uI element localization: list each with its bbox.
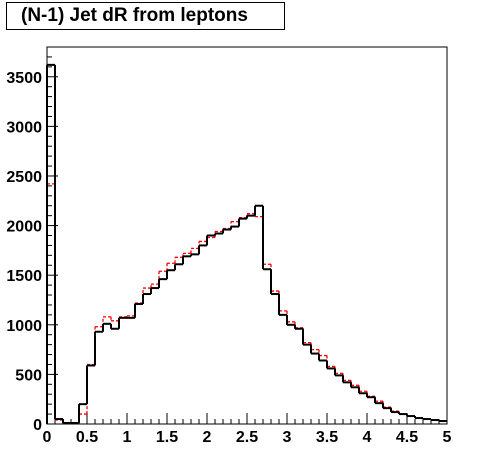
x-tick-label: 0: [43, 429, 52, 446]
y-tick-label: 1500: [6, 268, 42, 285]
x-axis-ticks: [46, 413, 448, 424]
x-tick-label: 3.5: [316, 429, 338, 446]
x-tick-label: 4: [363, 429, 372, 446]
chart-title: (N-1) Jet dR from leptons: [21, 5, 248, 26]
plot-frame: [46, 46, 448, 425]
x-tick-label: 5: [443, 429, 452, 446]
y-tick-label: 0: [33, 417, 42, 434]
y-axis-tick-labels: 0 500 1000 1500 2000 2500 3000 3500: [6, 70, 42, 434]
x-tick-label: 0.5: [76, 429, 98, 446]
y-tick-label: 2500: [6, 169, 42, 186]
series-red-dashed: [46, 183, 447, 424]
x-tick-label: 2.5: [236, 429, 258, 446]
series-black-solid: [46, 63, 447, 425]
x-tick-label: 1.5: [156, 429, 178, 446]
x-tick-label: 2: [203, 429, 212, 446]
y-tick-label: 3500: [6, 70, 42, 87]
y-tick-label: 1000: [6, 318, 42, 335]
x-tick-label: 3: [283, 429, 292, 446]
x-tick-label: 4.5: [396, 429, 418, 446]
y-tick-label: 500: [15, 367, 42, 384]
histogram-series: [46, 63, 447, 425]
y-tick-label: 3000: [6, 119, 42, 136]
y-tick-label: 2000: [6, 219, 42, 236]
chart-title-box: (N-1) Jet dR from leptons: [6, 2, 285, 30]
y-axis-ticks: [47, 46, 58, 425]
x-axis-tick-labels: 0 0.5 1 1.5 2 2.5 3 3.5 4 4.5 5: [43, 429, 452, 446]
x-tick-label: 1: [123, 429, 132, 446]
